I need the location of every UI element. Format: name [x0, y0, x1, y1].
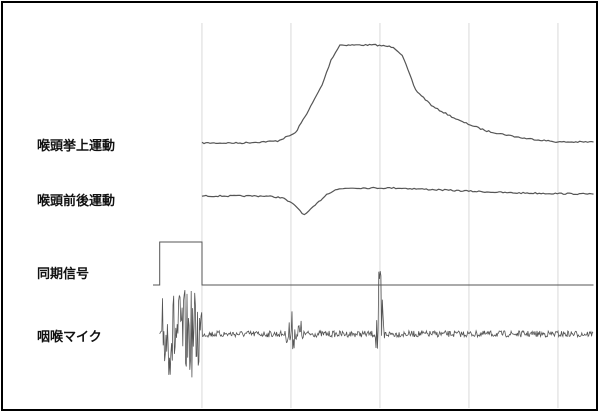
chart-plot: [153, 23, 594, 408]
series-line-3: [159, 270, 594, 378]
series-line-1: [201, 186, 594, 216]
series-line-0: [201, 43, 594, 145]
label-sync-signal: 同期信号: [37, 267, 90, 282]
label-larynx-elevation: 喉頭挙上運動: [37, 139, 116, 154]
series-line-2: [153, 241, 594, 286]
label-larynx-anteroposterior: 喉頭前後運動: [37, 194, 116, 209]
label-throat-mic: 咽喉マイク: [37, 330, 102, 345]
